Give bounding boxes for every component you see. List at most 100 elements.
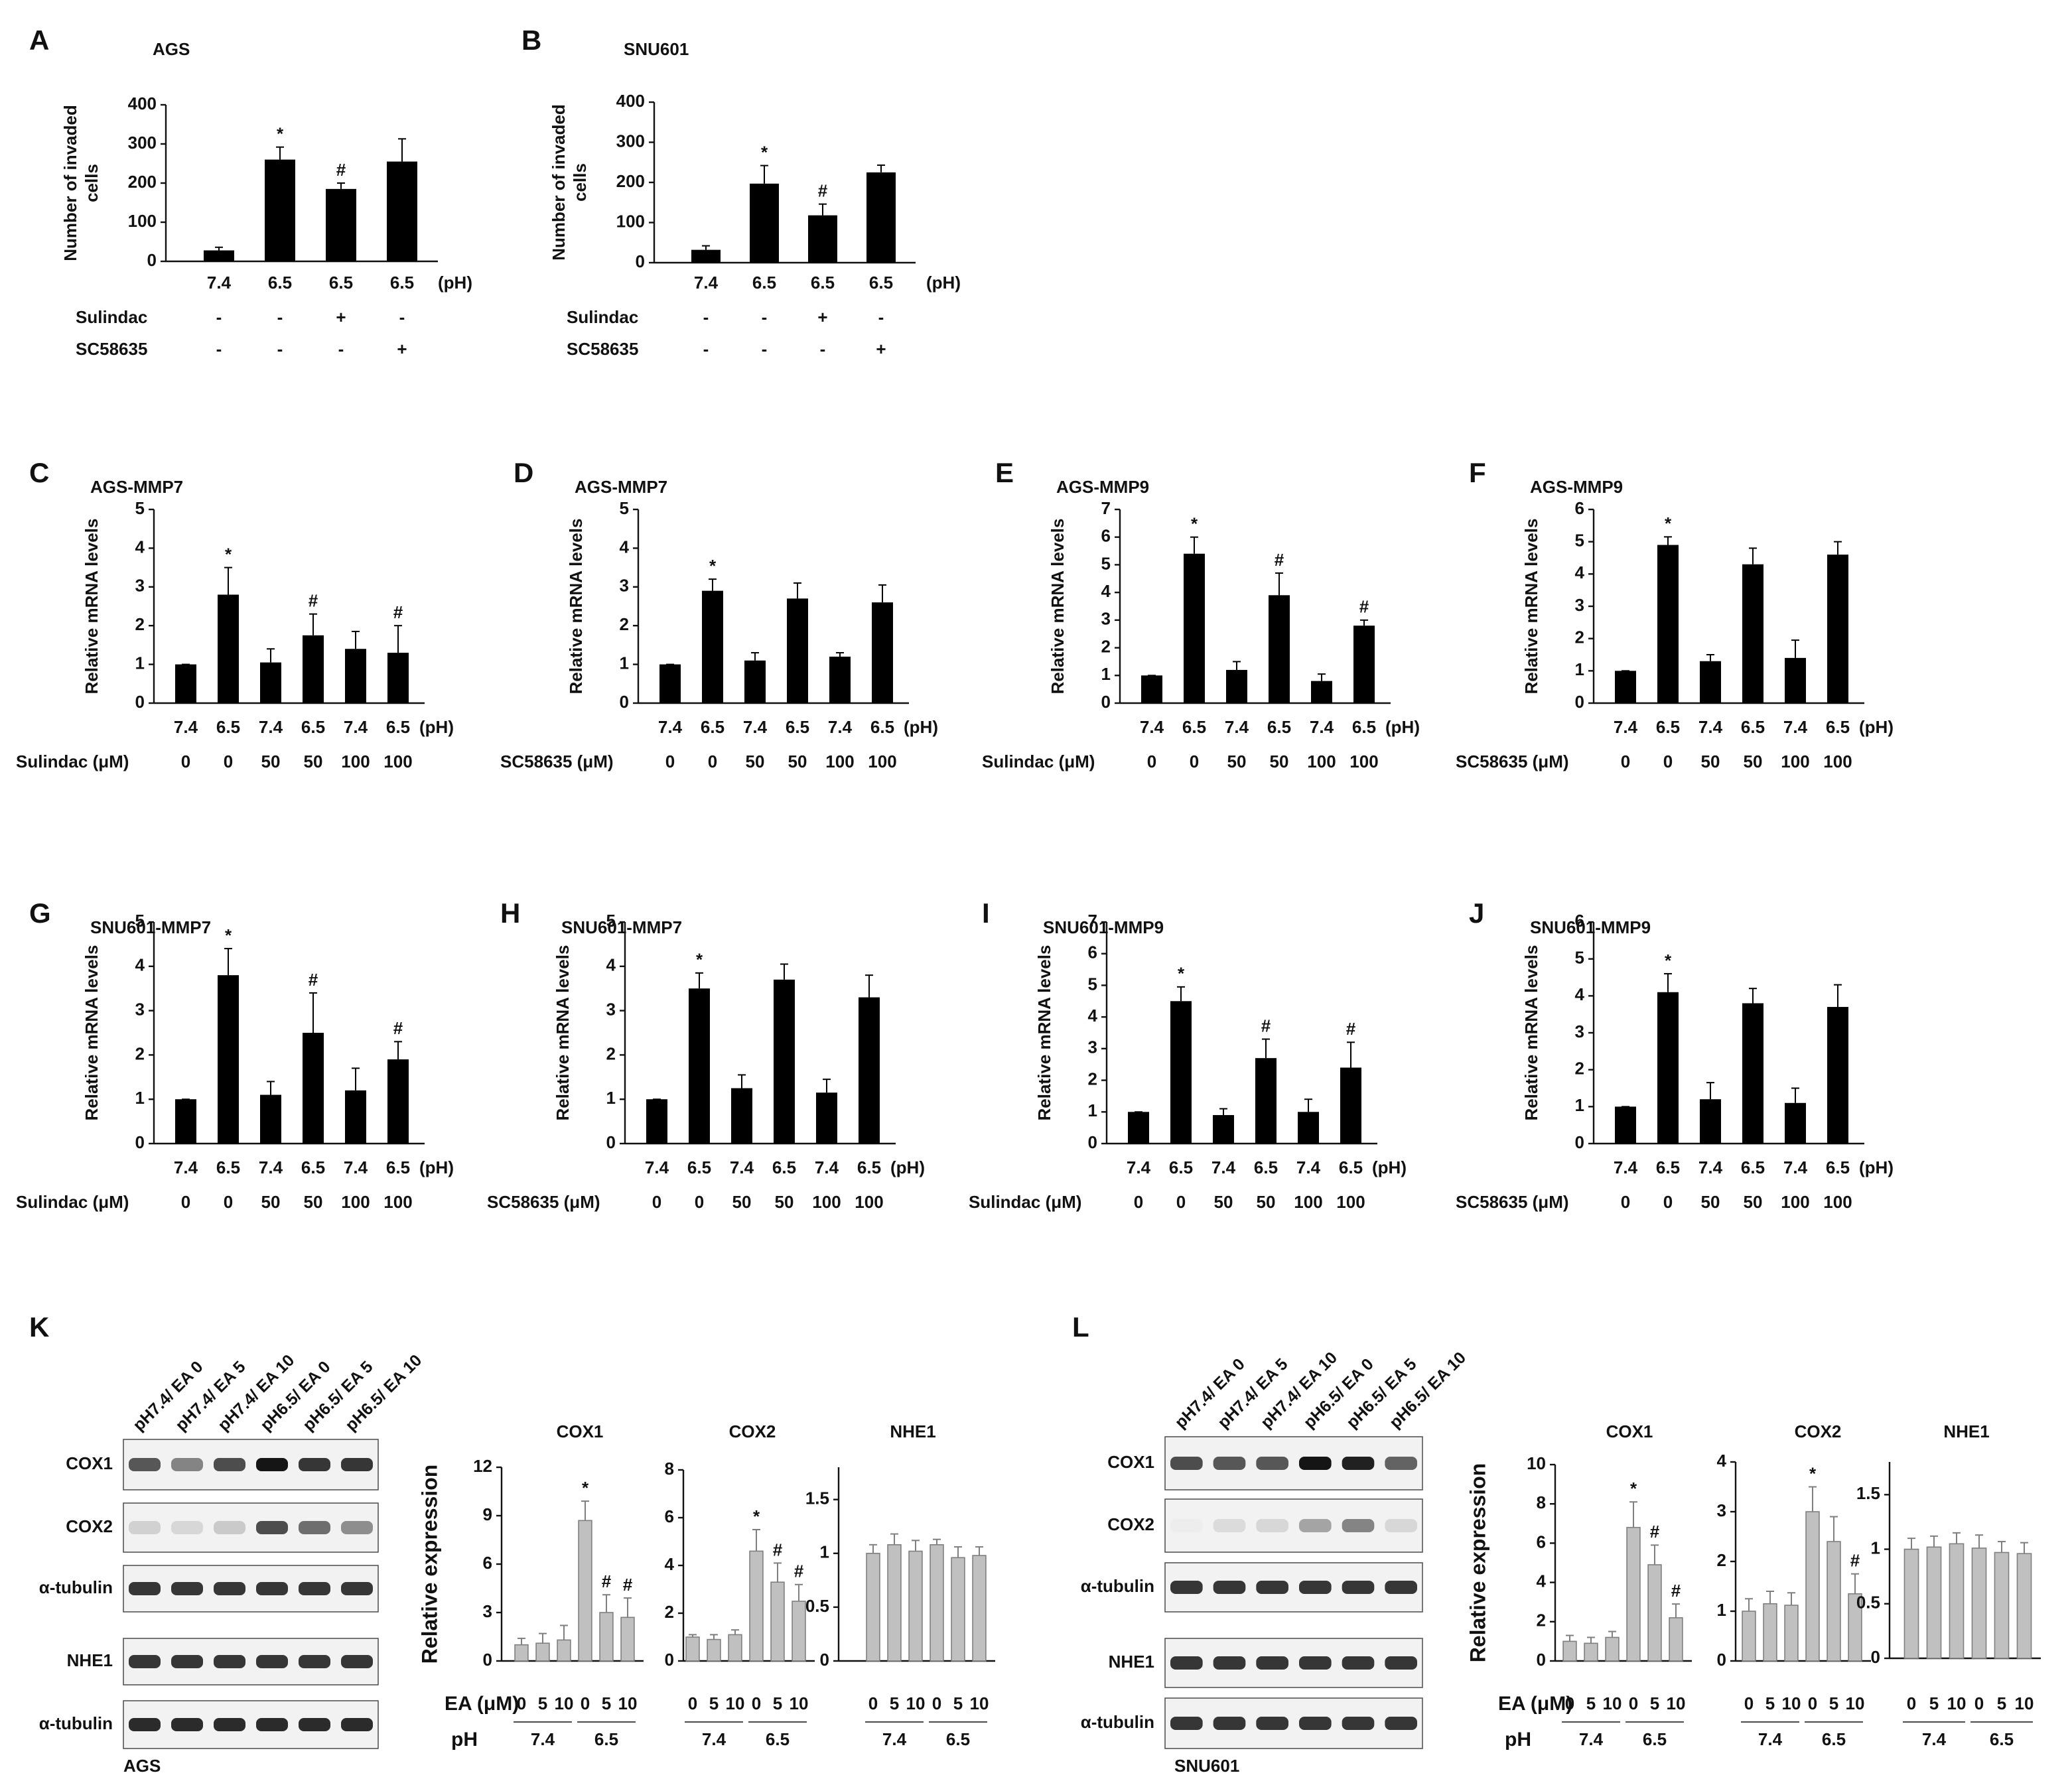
- bar: [260, 662, 281, 703]
- chart-title: COX1: [557, 1421, 604, 1441]
- treatment-level: 100: [1823, 1192, 1852, 1212]
- x-tick-label: 10: [555, 1693, 574, 1713]
- treatment-level: -: [277, 307, 283, 327]
- y-tick-label: 100: [128, 211, 157, 231]
- treatment-name: SC58635 (μM): [1456, 752, 1569, 771]
- treatment-level: 100: [341, 1192, 370, 1212]
- significance-mark: #: [393, 602, 403, 622]
- blot-band: [341, 1655, 373, 1668]
- y-tick-label: 0: [1101, 692, 1111, 712]
- y-tick-label: 4: [1101, 581, 1111, 601]
- blot-band: [1256, 1581, 1288, 1594]
- bar: [1742, 564, 1763, 703]
- x-tick-label: 7.4: [694, 273, 719, 293]
- blot-band: [1299, 1581, 1332, 1594]
- y-tick-label: 0: [606, 1132, 616, 1152]
- panel-letter: C: [29, 457, 49, 488]
- blot-band: [1342, 1717, 1375, 1730]
- y-tick-label: 0: [135, 1132, 145, 1152]
- treatment-level: 100: [1781, 1192, 1809, 1212]
- x-tick-label: 7.4: [259, 717, 283, 737]
- significance-mark: *: [753, 1506, 760, 1526]
- row-label: COX1: [66, 1453, 113, 1473]
- group-label: 7.4: [531, 1729, 555, 1749]
- x-tick-label: 6.5: [1254, 1157, 1278, 1177]
- significance-mark: *: [709, 556, 717, 576]
- treatment-level: 0: [1147, 752, 1156, 771]
- x-tick-label: 6.5: [786, 717, 809, 737]
- x-tick-label: 7.4: [828, 717, 853, 737]
- blot-band: [1342, 1656, 1375, 1670]
- bar: [175, 664, 196, 703]
- chart-title: NHE1: [1943, 1421, 1989, 1441]
- x-unit: (pH): [1859, 1157, 1894, 1177]
- x-row-label: EA (μM): [1498, 1693, 1572, 1715]
- x-tick-label: 7.4: [1225, 717, 1249, 737]
- row-label: α-tubulin: [39, 1577, 113, 1597]
- x-tick-label: 5: [1650, 1693, 1659, 1713]
- treatment-level: 100: [812, 1192, 841, 1212]
- bar: [866, 1552, 880, 1662]
- x-tick-label: 7.4: [1127, 1157, 1151, 1177]
- treatment-name: Sulindac: [76, 307, 147, 327]
- bar: [204, 250, 234, 261]
- x-tick-label: 5: [1929, 1693, 1939, 1713]
- treatment-level: 100: [1823, 752, 1852, 771]
- x-tick-label: 6.5: [268, 273, 292, 293]
- treatment-level: 0: [708, 752, 717, 771]
- treatment-level: 0: [652, 1192, 661, 1212]
- x-tick-label: 7.4: [1614, 717, 1638, 737]
- significance-mark: #: [1275, 550, 1284, 570]
- panel-letter: A: [29, 25, 49, 56]
- significance-mark: #: [1650, 1522, 1660, 1542]
- bar: [1615, 671, 1636, 703]
- blot-band: [341, 1521, 373, 1534]
- blot-band: [1256, 1656, 1288, 1670]
- y-tick-label: 0: [1575, 1132, 1584, 1152]
- blot-band: [341, 1718, 373, 1731]
- bar: [535, 1642, 550, 1662]
- x-unit: (pH): [1859, 717, 1894, 737]
- y-tick-label: 400: [616, 91, 645, 111]
- significance-mark: #: [1671, 1581, 1681, 1601]
- blot-band: [256, 1458, 288, 1471]
- x-tick-label: 10: [726, 1693, 745, 1713]
- treatment-level: 0: [665, 752, 675, 771]
- bar: [707, 1638, 721, 1662]
- x-unit: (pH): [890, 1157, 925, 1177]
- treatment-level: 50: [746, 752, 765, 771]
- x-tick-label: 5: [538, 1693, 547, 1713]
- y-tick-label: 1: [1575, 1095, 1584, 1115]
- significance-mark: *: [1191, 514, 1198, 534]
- treatment-level: 0: [224, 752, 233, 771]
- x-tick-label: 6.5: [1741, 717, 1765, 737]
- y-tick-label: 0.5: [805, 1596, 829, 1616]
- bar: [702, 590, 723, 703]
- chart-title: COX1: [1606, 1421, 1653, 1441]
- treatment-level: +: [876, 339, 886, 359]
- row-label: NHE1: [67, 1650, 113, 1670]
- blot-band: [299, 1458, 330, 1471]
- y-tick-label: 1: [135, 653, 145, 673]
- y-tick-label: 0: [665, 1650, 674, 1670]
- y-tick-label: 4: [620, 537, 630, 557]
- group-label: 7.4: [1922, 1729, 1947, 1749]
- x-tick-label: 0: [868, 1693, 878, 1713]
- blot-band: [214, 1521, 245, 1534]
- y-tick-label: 2: [606, 1043, 616, 1063]
- bar: [1605, 1636, 1620, 1662]
- x-tick-label: 10: [618, 1693, 638, 1713]
- blot-band: [1213, 1581, 1246, 1594]
- bar: [808, 215, 837, 263]
- row-label: α-tubulin: [1081, 1576, 1154, 1596]
- x-tick-label: 5: [709, 1693, 719, 1713]
- treatment-name: SC58635: [567, 339, 638, 359]
- chart-title: SNU601-MMP9: [1530, 917, 1651, 937]
- bar: [872, 602, 893, 703]
- y-tick-label: 6: [1537, 1532, 1546, 1552]
- bar: [599, 1612, 614, 1662]
- x-tick-label: 10: [1667, 1693, 1686, 1713]
- y-tick-label: 0: [1537, 1650, 1546, 1670]
- bar: [1742, 1611, 1756, 1662]
- treatment-name: Sulindac (μM): [16, 1192, 129, 1212]
